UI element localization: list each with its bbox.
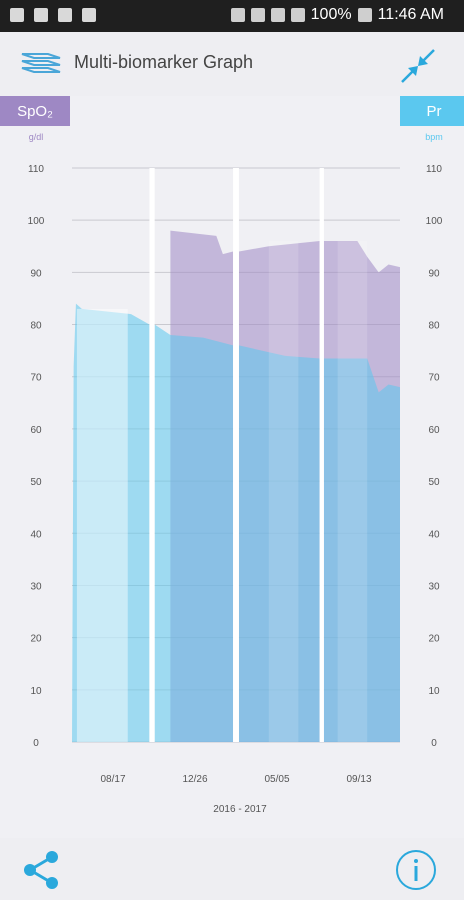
left-tick-label: 20 — [30, 634, 42, 645]
right-tick-label: 80 — [428, 321, 440, 332]
close-notification-icon — [82, 8, 96, 22]
left-tick-label: 30 — [30, 581, 42, 592]
battery-icon — [357, 8, 372, 22]
chart-area[interactable]: 0 0 10 10 20 20 30 30 40 40 50 50 60 60 70 70 80 80 90 90 10… — [0, 96, 464, 838]
app-bar: Multi-biomarker Graph — [0, 32, 464, 97]
left-tick-label: 40 — [30, 529, 42, 540]
left-tick-label: 60 — [30, 425, 42, 436]
left-tick-label: 0 — [33, 738, 39, 749]
x-tick-label: 09/13 — [346, 774, 371, 785]
layers-icon[interactable] — [18, 48, 64, 78]
highlight-band — [337, 241, 368, 742]
status-right: 100% 11:46 AM — [230, 6, 444, 24]
gallery-icon — [34, 8, 48, 22]
left-tick-label: 70 — [30, 373, 42, 384]
wifi-icon — [270, 8, 285, 22]
signal-icon — [290, 8, 305, 22]
left-tick-label: 10 — [30, 686, 42, 697]
collapse-arrows-icon[interactable] — [394, 46, 442, 86]
axes: 0 0 10 10 20 20 30 30 40 40 50 50 60 60 70 70 80 80 90 90 10… — [28, 164, 443, 785]
bottom-bar — [0, 838, 464, 900]
right-tick-label: 70 — [428, 373, 440, 384]
data-gap — [319, 168, 324, 742]
right-tick-label: 20 — [428, 634, 440, 645]
right-tick-label: 50 — [428, 477, 440, 488]
highlight-band — [76, 308, 128, 742]
info-icon[interactable] — [394, 848, 438, 892]
right-tick-label: 90 — [428, 268, 440, 279]
right-tick-label: 0 — [431, 738, 437, 749]
highlight-band — [268, 241, 299, 742]
series-layer — [72, 168, 400, 742]
right-axis-unit: bpm — [425, 132, 443, 142]
mute-icon — [250, 8, 265, 22]
left-tick-label: 50 — [30, 477, 42, 488]
battery-percent: 100% — [310, 6, 352, 23]
status-bar: 100% 11:46 AM — [0, 0, 464, 32]
right-tick-label: 10 — [428, 686, 440, 697]
right-axis-tag-label: Pr — [427, 103, 442, 120]
x-tick-label: 12/26 — [182, 774, 207, 785]
right-axis-tag[interactable] — [400, 96, 464, 126]
x-axis-label: 2016 - 2017 — [213, 804, 267, 815]
left-axis-unit: g/dl — [29, 132, 44, 142]
left-tick-label: 90 — [30, 268, 42, 279]
right-tick-label: 60 — [428, 425, 440, 436]
data-gap — [233, 168, 239, 742]
share-icon[interactable] — [20, 848, 64, 892]
chart[interactable]: 0 0 10 10 20 20 30 30 40 40 50 50 60 60 70 70 80 80 90 90 10… — [0, 96, 464, 838]
right-tick-label: 100 — [426, 216, 443, 227]
left-axis-tag-label: SpO₂ — [17, 103, 53, 120]
left-tick-label: 80 — [30, 321, 42, 332]
clock: 11:46 AM — [377, 6, 444, 23]
left-axis-tag[interactable] — [0, 96, 70, 126]
x-tick-label: 05/05 — [264, 774, 289, 785]
bluetooth-icon — [230, 8, 245, 22]
right-tick-label: 40 — [428, 529, 440, 540]
right-tick-label: 30 — [428, 581, 440, 592]
image-icon — [10, 8, 24, 22]
x-tick-label: 08/17 — [100, 774, 125, 785]
right-tick-label: 110 — [426, 164, 442, 175]
notification-icons — [10, 8, 96, 22]
left-tick-label: 110 — [28, 164, 44, 175]
lock-icon — [58, 8, 72, 22]
page-title: Multi-biomarker Graph — [74, 52, 254, 72]
left-tick-label: 100 — [28, 216, 45, 227]
data-gap — [149, 168, 155, 742]
